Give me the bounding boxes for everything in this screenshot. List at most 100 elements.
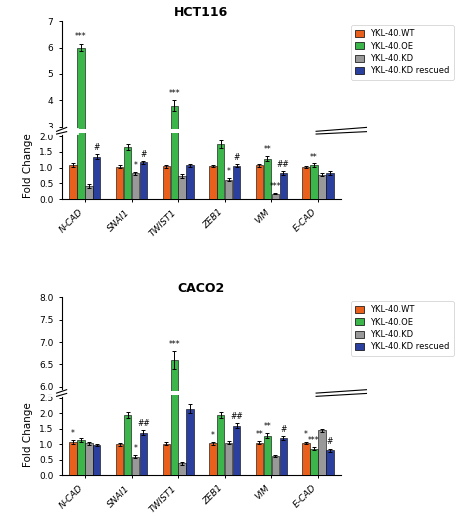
Legend: YKL-40.WT, YKL-40.OE, YKL-40.KD, YKL-40.KD rescued: YKL-40.WT, YKL-40.OE, YKL-40.KD, YKL-40.… (351, 25, 454, 80)
Text: **: ** (310, 153, 318, 162)
Bar (132, 173, 139, 199)
Bar (163, 166, 170, 199)
Bar (233, 166, 240, 199)
Bar (124, 147, 131, 199)
Bar (302, 179, 310, 206)
Bar (264, 159, 271, 199)
Bar (171, 360, 178, 528)
Text: #: # (327, 437, 333, 446)
Text: ***: *** (168, 340, 180, 348)
Text: ***: *** (308, 436, 320, 445)
Text: *: * (134, 161, 137, 169)
Bar (209, 166, 217, 199)
Bar (225, 180, 232, 199)
Text: #: # (234, 153, 240, 162)
Bar (310, 165, 318, 199)
Bar (93, 170, 100, 206)
Text: #: # (140, 149, 146, 158)
Bar (69, 177, 77, 206)
Text: *: * (219, 145, 223, 154)
Bar (272, 193, 279, 199)
Text: *: * (227, 167, 231, 176)
Bar (186, 177, 194, 206)
Legend: YKL-40.WT, YKL-40.OE, YKL-40.KD, YKL-40.KD rescued: YKL-40.WT, YKL-40.OE, YKL-40.KD, YKL-40.… (351, 301, 454, 356)
Bar (256, 165, 263, 199)
Title: CACO2: CACO2 (178, 281, 225, 295)
Bar (140, 432, 147, 475)
Bar (171, 106, 178, 206)
Bar (209, 444, 217, 475)
Text: #: # (94, 143, 100, 153)
Bar (132, 184, 139, 206)
Bar (280, 173, 287, 199)
Bar (264, 436, 271, 475)
Bar (69, 442, 77, 475)
Bar (310, 449, 318, 475)
Text: ##: ## (230, 412, 243, 421)
Bar (302, 443, 310, 475)
Bar (264, 172, 271, 206)
Bar (171, 271, 178, 475)
Bar (93, 445, 100, 475)
Bar (319, 185, 326, 206)
Text: *: * (211, 431, 215, 440)
Bar (116, 167, 123, 199)
Text: ***: *** (168, 89, 180, 98)
Bar (163, 444, 170, 475)
Y-axis label: Fold Change: Fold Change (23, 134, 33, 199)
Bar (77, 10, 84, 199)
Bar (116, 445, 123, 475)
Text: ##: ## (137, 419, 150, 428)
Bar (77, 48, 84, 206)
Text: *: * (304, 430, 308, 439)
Text: **: ** (124, 148, 131, 157)
Text: #: # (280, 425, 286, 434)
Bar (217, 415, 224, 475)
Bar (233, 426, 240, 475)
Bar (326, 184, 334, 206)
Bar (209, 178, 217, 206)
Bar (163, 178, 170, 206)
Bar (69, 165, 77, 199)
Bar (280, 184, 287, 206)
Bar (302, 167, 310, 199)
Bar (179, 176, 186, 199)
Bar (217, 159, 224, 206)
Text: **: ** (264, 145, 271, 154)
Text: *: * (71, 429, 75, 438)
Bar (77, 440, 84, 475)
Bar (85, 186, 92, 199)
Bar (225, 443, 232, 475)
Bar (326, 173, 334, 199)
Bar (186, 165, 194, 199)
Bar (85, 195, 92, 206)
Bar (140, 162, 147, 199)
Bar (93, 156, 100, 199)
Bar (256, 177, 263, 206)
Bar (186, 409, 194, 475)
Bar (326, 450, 334, 475)
Bar (124, 415, 131, 475)
Text: **: ** (255, 430, 264, 439)
Bar (171, 79, 178, 199)
Bar (124, 162, 131, 206)
Bar (140, 175, 147, 206)
Text: ***: *** (270, 182, 281, 191)
Text: ***: *** (75, 32, 87, 41)
Bar (319, 175, 326, 199)
Bar (319, 430, 326, 475)
Bar (217, 144, 224, 199)
Bar (116, 178, 123, 206)
Bar (179, 464, 186, 475)
Bar (310, 177, 318, 206)
Bar (179, 186, 186, 206)
Bar (225, 190, 232, 206)
Bar (256, 443, 263, 475)
Bar (132, 457, 139, 475)
Bar (272, 456, 279, 475)
Text: **: ** (264, 422, 271, 431)
Bar (233, 178, 240, 206)
Bar (85, 443, 92, 475)
Text: ##: ## (277, 161, 290, 169)
Bar (280, 438, 287, 475)
